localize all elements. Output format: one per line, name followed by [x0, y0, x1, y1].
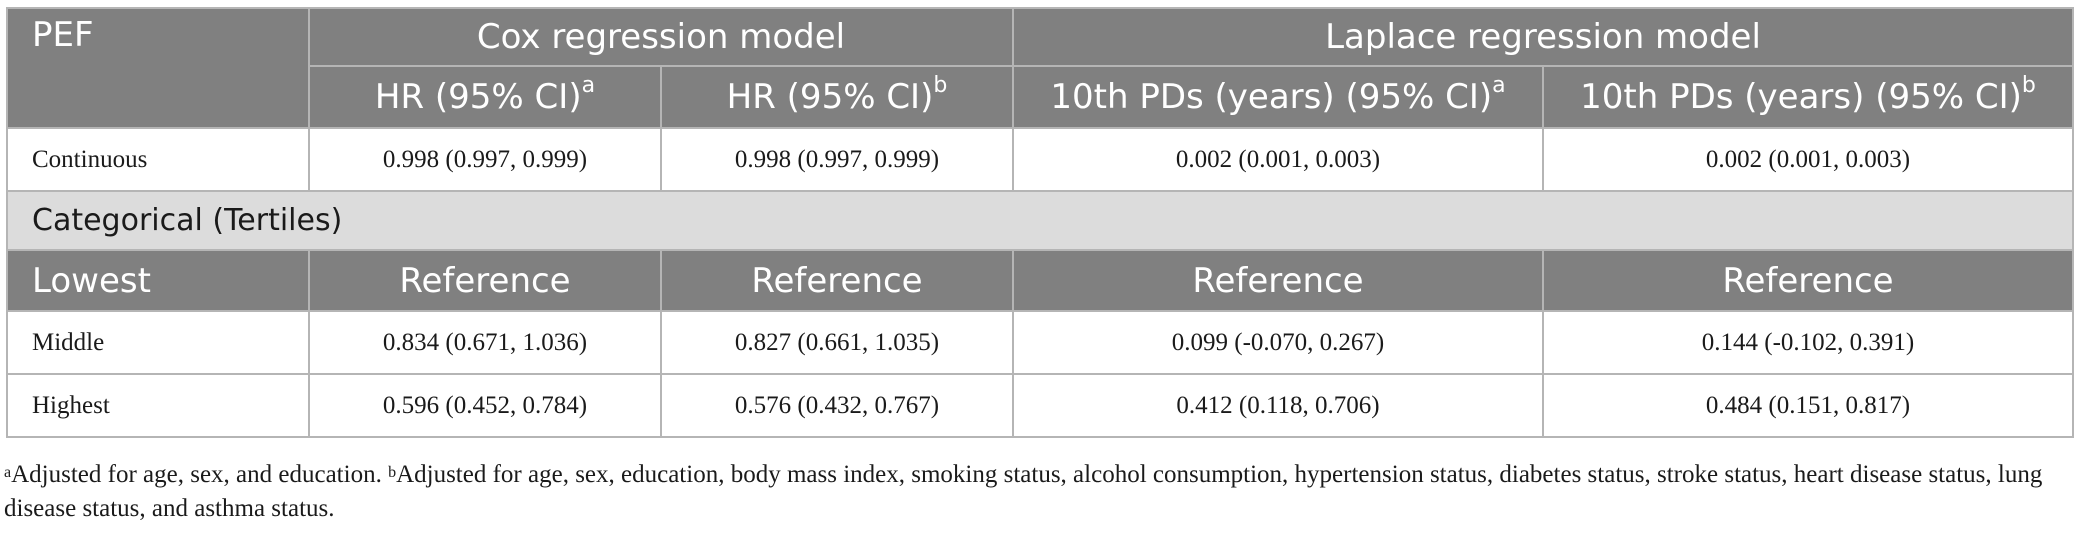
table-cell: 0.099 (-0.070, 0.267): [1012, 310, 1544, 375]
table-cell: Reference: [1012, 249, 1544, 312]
table-cell: 0.144 (-0.102, 0.391): [1542, 310, 2074, 375]
pef-header: PEF: [6, 7, 310, 129]
table-cell: 0.002 (0.001, 0.003): [1542, 127, 2074, 192]
table-row-lowest: Lowest Reference Reference Reference Ref…: [6, 249, 2074, 312]
table-row-highest: Highest 0.596 (0.452, 0.784) 0.576 (0.43…: [6, 373, 2074, 438]
footnote-marker-b: b: [388, 464, 397, 481]
table-row-continuous: Continuous 0.998 (0.997, 0.999) 0.998 (0…: [6, 127, 2074, 192]
table-cell: 0.576 (0.432, 0.767): [660, 373, 1014, 438]
section-row: Categorical (Tertiles): [6, 190, 2074, 251]
footnote-marker-a: a: [4, 464, 12, 481]
table-cell: Reference: [308, 249, 662, 312]
laplace-pd-a-header: 10th PDs (years) (95% CI)a: [1012, 65, 1544, 129]
table-cell: Reference: [1542, 249, 2074, 312]
footnote-marker: b: [933, 73, 948, 98]
footnote-b-text: Adjusted for age, sex, education, body m…: [4, 461, 2043, 522]
table-cell: 0.998 (0.997, 0.999): [308, 127, 662, 192]
cox-hr-a-text: HR (95% CI): [374, 77, 582, 117]
footnote-a-text: Adjusted for age, sex, and education.: [11, 461, 382, 488]
laplace-pd-a-text: 10th PDs (years) (95% CI): [1050, 77, 1493, 117]
footnote-marker: a: [581, 73, 596, 98]
cox-model-header: Cox regression model: [308, 7, 1014, 67]
footnote-marker: a: [1492, 73, 1506, 98]
table-row-middle: Middle 0.834 (0.671, 1.036) 0.827 (0.661…: [6, 310, 2074, 375]
row-label: Middle: [6, 310, 310, 375]
table-cell: 0.002 (0.001, 0.003): [1012, 127, 1544, 192]
footnote-marker: b: [2021, 73, 2036, 98]
header-row-1: PEF Cox regression model Laplace regress…: [6, 7, 2074, 129]
cox-hr-b-header: HR (95% CI)b: [660, 65, 1014, 129]
laplace-pd-b-header: 10th PDs (years) (95% CI)b: [1542, 65, 2074, 129]
section-label: Categorical (Tertiles): [6, 190, 2074, 251]
cox-hr-a-header: HR (95% CI)a: [308, 65, 662, 129]
laplace-pd-b-text: 10th PDs (years) (95% CI): [1580, 77, 2022, 117]
table-footnote: aAdjusted for age, sex, and education. b…: [4, 458, 2074, 526]
results-table: PEF Cox regression model Laplace regress…: [6, 7, 2074, 438]
header-row-2: HR (95% CI)a HR (95% CI)b 10th PDs (year…: [7, 65, 2074, 129]
table-cell: 0.412 (0.118, 0.706): [1012, 373, 1544, 438]
row-label: Highest: [6, 373, 310, 438]
row-label: Continuous: [6, 127, 310, 192]
table-cell: 0.834 (0.671, 1.036): [308, 310, 662, 375]
cox-hr-b-text: HR (95% CI): [726, 77, 934, 117]
table-cell: 0.827 (0.661, 1.035): [660, 310, 1014, 375]
laplace-model-header: Laplace regression model: [1012, 7, 2074, 67]
table-container: PEF Cox regression model Laplace regress…: [6, 7, 2074, 438]
table-cell: 0.484 (0.151, 0.817): [1542, 373, 2074, 438]
table-cell: 0.596 (0.452, 0.784): [308, 373, 662, 438]
table-cell: 0.998 (0.997, 0.999): [660, 127, 1014, 192]
row-label: Lowest: [6, 249, 310, 312]
table-cell: Reference: [660, 249, 1014, 312]
